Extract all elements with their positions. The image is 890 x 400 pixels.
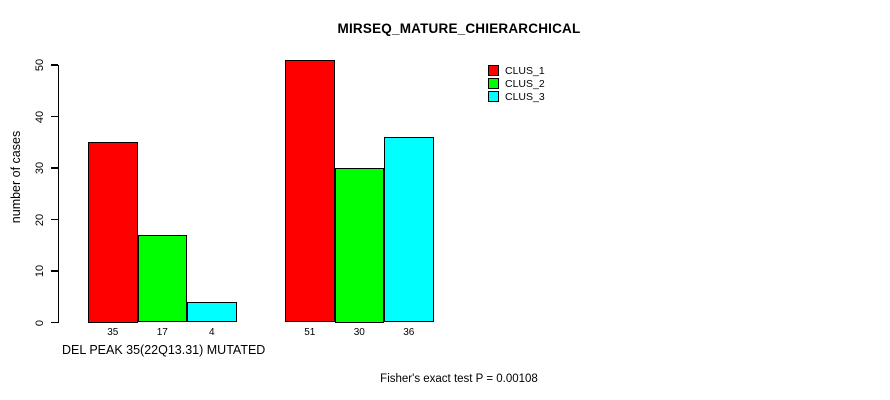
- legend-label: CLUS_2: [505, 77, 545, 90]
- fisher-test-note: Fisher's exact test P = 0.00108: [380, 373, 538, 385]
- x-axis-title: DEL PEAK 35(22Q13.31) MUTATED: [62, 343, 266, 357]
- bar-clus_2-group-2: [334, 168, 384, 323]
- y-axis-tick-label: 20: [34, 213, 46, 226]
- legend: CLUS_1 CLUS_2 CLUS_3: [488, 64, 545, 103]
- y-axis-title: number of cases: [9, 130, 23, 224]
- legend-row-clus_3: CLUS_3: [488, 90, 545, 103]
- bar-clus_2-group-1: [137, 234, 187, 323]
- bar-value-label: 35: [107, 326, 119, 338]
- legend-swatch-clus_1: [488, 65, 499, 76]
- legend-swatch-clus_2: [488, 78, 499, 89]
- y-axis-tick-label: 0: [34, 319, 46, 326]
- bar-value-label: 51: [304, 326, 316, 338]
- y-axis-tick: [51, 270, 58, 272]
- y-axis-tick-label: 10: [34, 264, 46, 278]
- y-axis-tick: [51, 115, 58, 118]
- bar-clus_3-group-1: [187, 301, 237, 323]
- legend-row-clus_2: CLUS_2: [488, 77, 545, 90]
- bar-value-label: 17: [156, 326, 168, 338]
- y-axis-tick: [51, 167, 58, 169]
- y-axis-tick: [51, 321, 58, 324]
- y-axis-tick-label: 40: [34, 110, 46, 123]
- legend-label: CLUS_3: [505, 90, 545, 103]
- chart-title: MIRSEQ_MATURE_CHIERARCHICAL: [337, 21, 581, 36]
- legend-label: CLUS_1: [505, 64, 545, 77]
- y-axis-tick-label: 50: [34, 58, 46, 72]
- bar-value-label: 30: [353, 326, 365, 338]
- bar-clus_1-group-2: [285, 59, 335, 323]
- bar-clus_1-group-1: [88, 142, 138, 323]
- legend-swatch-clus_3: [488, 91, 499, 102]
- legend-row-clus_1: CLUS_1: [488, 64, 545, 77]
- bar-clus_3-group-2: [384, 137, 434, 323]
- y-axis-tick-label: 30: [34, 161, 46, 175]
- y-axis-tick: [51, 218, 58, 221]
- bar-value-label: 36: [403, 326, 415, 338]
- bar-value-label: 4: [208, 326, 215, 338]
- y-axis-line: [58, 65, 60, 323]
- y-axis-tick: [51, 64, 58, 66]
